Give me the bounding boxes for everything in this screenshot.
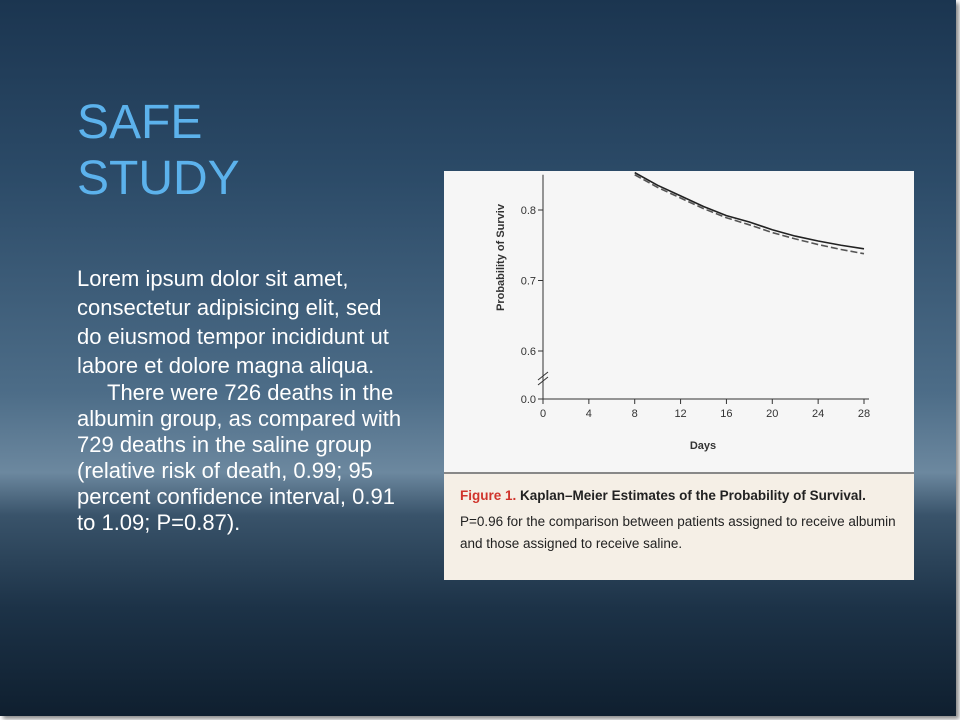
axis-break [537,371,549,386]
x-axis-label: Days [690,440,716,452]
caption: Figure 1. Kaplan–Meier Estimates of the … [444,472,914,580]
x-tick-label: 24 [812,408,824,420]
survival-chart: Probability of Surviv Days 0.0 0.6 0.7 0.8 0… [495,171,870,452]
caption-text: P=0.96 for the comparison between patien… [460,514,896,551]
y-axis-label: Probability of Surviv [495,203,507,311]
x-tick-label: 16 [720,408,732,420]
caption-heading: Figure 1. Kaplan–Meier Estimates of the … [460,488,900,503]
x-tick-label: 12 [674,408,686,420]
survival-curve [634,171,865,250]
x-tick-label: 28 [858,408,870,420]
caption-title: Kaplan–Meier Estimates of the Probabilit… [520,488,866,503]
slide-body: Lorem ipsum dolor sit amet, consectetur … [77,264,407,536]
survival-curve [634,174,865,255]
x-tick-label: 20 [766,408,778,420]
caption-label: Figure 1. [460,488,517,503]
x-tick-label: 0 [540,408,546,420]
x-tick-label: 8 [632,408,638,420]
y-tick-label: 0.6 [521,346,536,358]
paragraph: There were 726 deaths in the albumin gro… [77,380,402,535]
y-tick-label: 0.7 [521,276,536,288]
paragraph: Lorem ipsum dolor sit amet, consectetur … [77,266,389,378]
figure: Probability of Surviv Days 0.0 0.6 0.7 0.8 0… [444,171,914,580]
y-tick-label: 0.0 [521,394,536,406]
y-tick-label: 0.8 [521,205,536,217]
x-tick-label: 4 [586,408,592,420]
slide-title: SAFE STUDY [77,96,240,205]
